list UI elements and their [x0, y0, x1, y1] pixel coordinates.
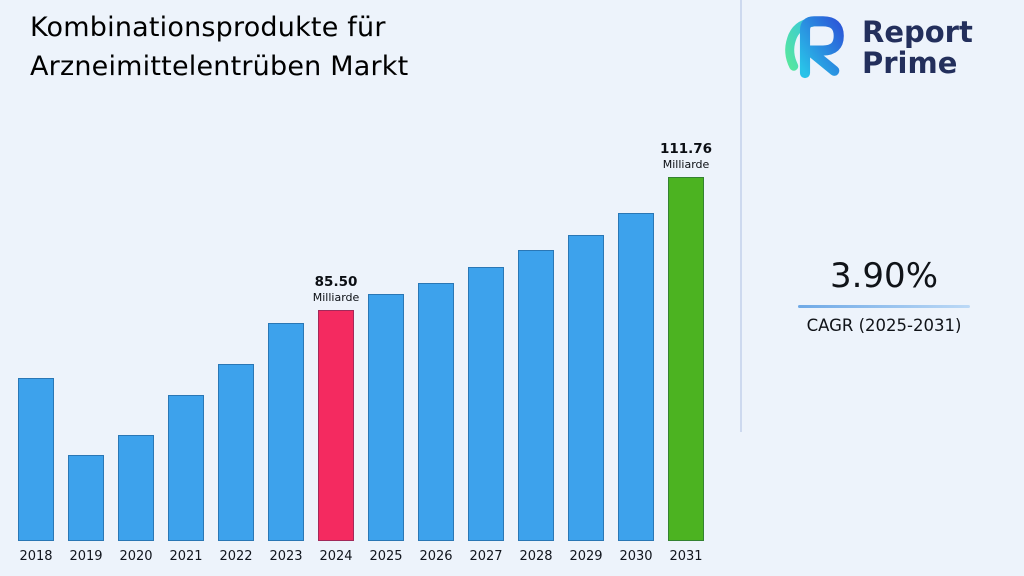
bar-group-2021: 2021 — [168, 395, 204, 564]
bar-2025 — [368, 294, 404, 541]
logo-text-line2: Prime — [862, 46, 958, 80]
bar-group-2018: 2018 — [18, 378, 54, 564]
x-tick-label-2018: 2018 — [19, 549, 53, 564]
report-prime-logo-text: Report Prime — [862, 14, 973, 80]
bar-2024 — [318, 310, 354, 541]
cagr-underline — [798, 305, 970, 308]
bar-group-2023: 2023 — [268, 323, 304, 564]
x-tick-label-2019: 2019 — [69, 549, 103, 564]
bar-2029 — [568, 235, 604, 541]
page-title-line2: Arzneimittelentrüben Markt — [30, 51, 409, 83]
bar-group-2029: 2029 — [568, 235, 604, 564]
bar-2026 — [418, 283, 454, 541]
bar-group-2031: 111.76 Milliarde 2031 — [660, 141, 712, 564]
logo-text-line1: Report — [862, 14, 973, 49]
report-prime-logo-icon — [778, 10, 850, 86]
x-tick-label-2029: 2029 — [569, 549, 603, 564]
cagr-block: 3.90% CAGR (2025-2031) — [798, 256, 970, 335]
vertical-divider — [740, 0, 742, 432]
bar-value-label-2024: 85.50 Milliarde — [312, 274, 360, 305]
bar-group-2027: 2027 — [468, 267, 504, 564]
cagr-label: CAGR (2025-2031) — [806, 316, 962, 335]
x-tick-label-2021: 2021 — [169, 549, 203, 564]
bar-group-2026: 2026 — [418, 283, 454, 564]
bar-2027 — [468, 267, 504, 541]
bar-chart: 2018 2019 2020 2021 2022 2023 85.50 Milliarde 20… — [18, 141, 712, 564]
cagr-value: 3.90% — [829, 256, 938, 296]
x-tick-label-2027: 2027 — [469, 549, 503, 564]
x-tick-label-2031: 2031 — [669, 549, 703, 564]
bar-2030 — [618, 213, 654, 541]
x-tick-label-2030: 2030 — [619, 549, 653, 564]
bar-2021 — [168, 395, 204, 541]
bar-2028 — [518, 250, 554, 541]
x-tick-label-2026: 2026 — [419, 549, 453, 564]
bar-group-2030: 2030 — [618, 213, 654, 564]
x-tick-label-2028: 2028 — [519, 549, 553, 564]
x-tick-label-2025: 2025 — [369, 549, 403, 564]
x-tick-label-2023: 2023 — [269, 549, 303, 564]
x-tick-label-2022: 2022 — [219, 549, 253, 564]
bar-group-2025: 2025 — [368, 294, 404, 564]
x-tick-label-2020: 2020 — [119, 549, 153, 564]
bar-2018 — [18, 378, 54, 541]
bar-2031 — [668, 177, 704, 541]
bar-2020 — [118, 435, 154, 541]
bar-2022 — [218, 364, 254, 541]
bar-group-2019: 2019 — [68, 455, 104, 564]
bar-value-label-2031: 111.76 Milliarde — [659, 141, 713, 172]
bar-group-2024: 85.50 Milliarde 2024 — [313, 274, 360, 564]
report-prime-logo: Report Prime — [778, 10, 973, 86]
x-tick-label-2024: 2024 — [319, 549, 353, 564]
page-title: Kombinationsprodukte für Arzneimittelent… — [30, 8, 408, 86]
bar-2023 — [268, 323, 304, 541]
bar-group-2020: 2020 — [118, 435, 154, 564]
page-title-line1: Kombinationsprodukte für — [30, 12, 386, 43]
bar-2019 — [68, 455, 104, 541]
bar-group-2022: 2022 — [218, 364, 254, 564]
bar-group-2028: 2028 — [518, 250, 554, 564]
